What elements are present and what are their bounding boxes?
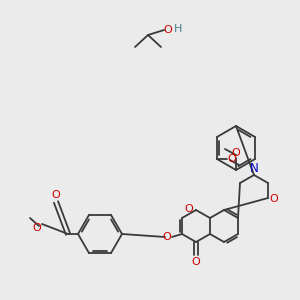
Text: O: O [270,194,278,204]
Text: O: O [228,154,236,164]
Text: N: N [250,163,258,176]
Text: O: O [232,148,240,158]
Text: O: O [164,25,172,35]
Text: O: O [184,204,194,214]
Text: O: O [163,232,171,242]
Text: O: O [33,223,41,233]
Text: H: H [174,24,182,34]
Text: O: O [192,257,200,267]
Text: O: O [52,190,60,200]
